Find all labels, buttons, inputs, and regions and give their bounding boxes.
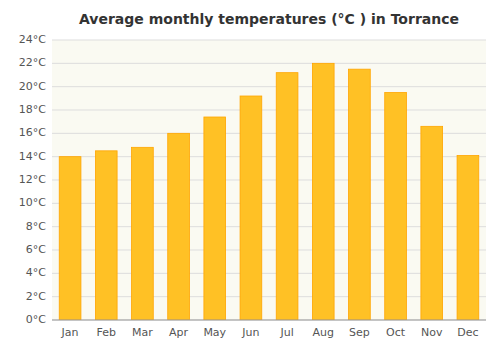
- x-tick-label: May: [203, 326, 226, 339]
- y-axis: 0°C 2°C 4°C 6°C 8°C 10°C 12°C 14°C 16°C 18°C 20°C 2…: [19, 33, 46, 326]
- y-tick-label: 18°C: [19, 103, 46, 116]
- y-tick-label: 0°C: [26, 313, 46, 326]
- grid-line: [52, 110, 486, 111]
- x-tick-label: Jun: [241, 326, 259, 339]
- bar: [421, 126, 443, 320]
- x-axis-line: [52, 320, 486, 321]
- y-tick-label: 20°C: [19, 80, 46, 93]
- grid-line: [52, 40, 486, 41]
- x-tick-label: Nov: [421, 326, 443, 339]
- y-tick-label: 4°C: [26, 266, 46, 279]
- x-axis: Jan Feb Mar Apr May Jun Jul Aug Sep Oct Nov Dec: [61, 326, 479, 339]
- y-tick-label: 6°C: [26, 243, 46, 256]
- y-tick-label: 8°C: [26, 220, 46, 233]
- bar: [385, 93, 407, 321]
- grid-line: [52, 86, 486, 87]
- bar: [349, 69, 371, 320]
- y-tick-label: 22°C: [19, 56, 46, 69]
- y-tick-label: 2°C: [26, 290, 46, 303]
- y-tick-label: 10°C: [19, 196, 46, 209]
- bar: [240, 96, 262, 320]
- bar: [276, 73, 298, 320]
- x-tick-label: Feb: [97, 326, 116, 339]
- grid: [52, 40, 486, 320]
- bar: [457, 156, 479, 321]
- chart: 0°C 2°C 4°C 6°C 8°C 10°C 12°C 14°C 16°C 18°C 20°C 2…: [0, 0, 500, 350]
- x-tick-label: Oct: [386, 326, 406, 339]
- x-tick-label: Dec: [457, 326, 478, 339]
- grid-line: [52, 63, 486, 64]
- title: Average monthly temperatures (°C ) in To…: [79, 11, 459, 27]
- y-tick-label: 24°C: [19, 33, 46, 46]
- grid-line: [52, 320, 486, 321]
- bars: [59, 63, 479, 320]
- x-tick-label: Aug: [313, 326, 334, 339]
- bar: [312, 63, 334, 320]
- x-tick-label: Mar: [132, 326, 153, 339]
- plot-background: [52, 40, 486, 320]
- x-tick-label: Sep: [349, 326, 370, 339]
- y-tick-label: 12°C: [19, 173, 46, 186]
- bar: [95, 151, 117, 320]
- bar: [59, 157, 81, 320]
- x-tick-label: Jan: [61, 326, 79, 339]
- x-tick-label: Apr: [169, 326, 189, 339]
- y-tick-label: 14°C: [19, 150, 46, 163]
- x-tick-label: Jul: [279, 326, 293, 339]
- chart-container: 0°C 2°C 4°C 6°C 8°C 10°C 12°C 14°C 16°C 18°C 20°C 2…: [0, 0, 500, 350]
- bar: [204, 117, 226, 320]
- y-tick-label: 16°C: [19, 126, 46, 139]
- bar: [132, 147, 154, 320]
- bar: [168, 133, 190, 320]
